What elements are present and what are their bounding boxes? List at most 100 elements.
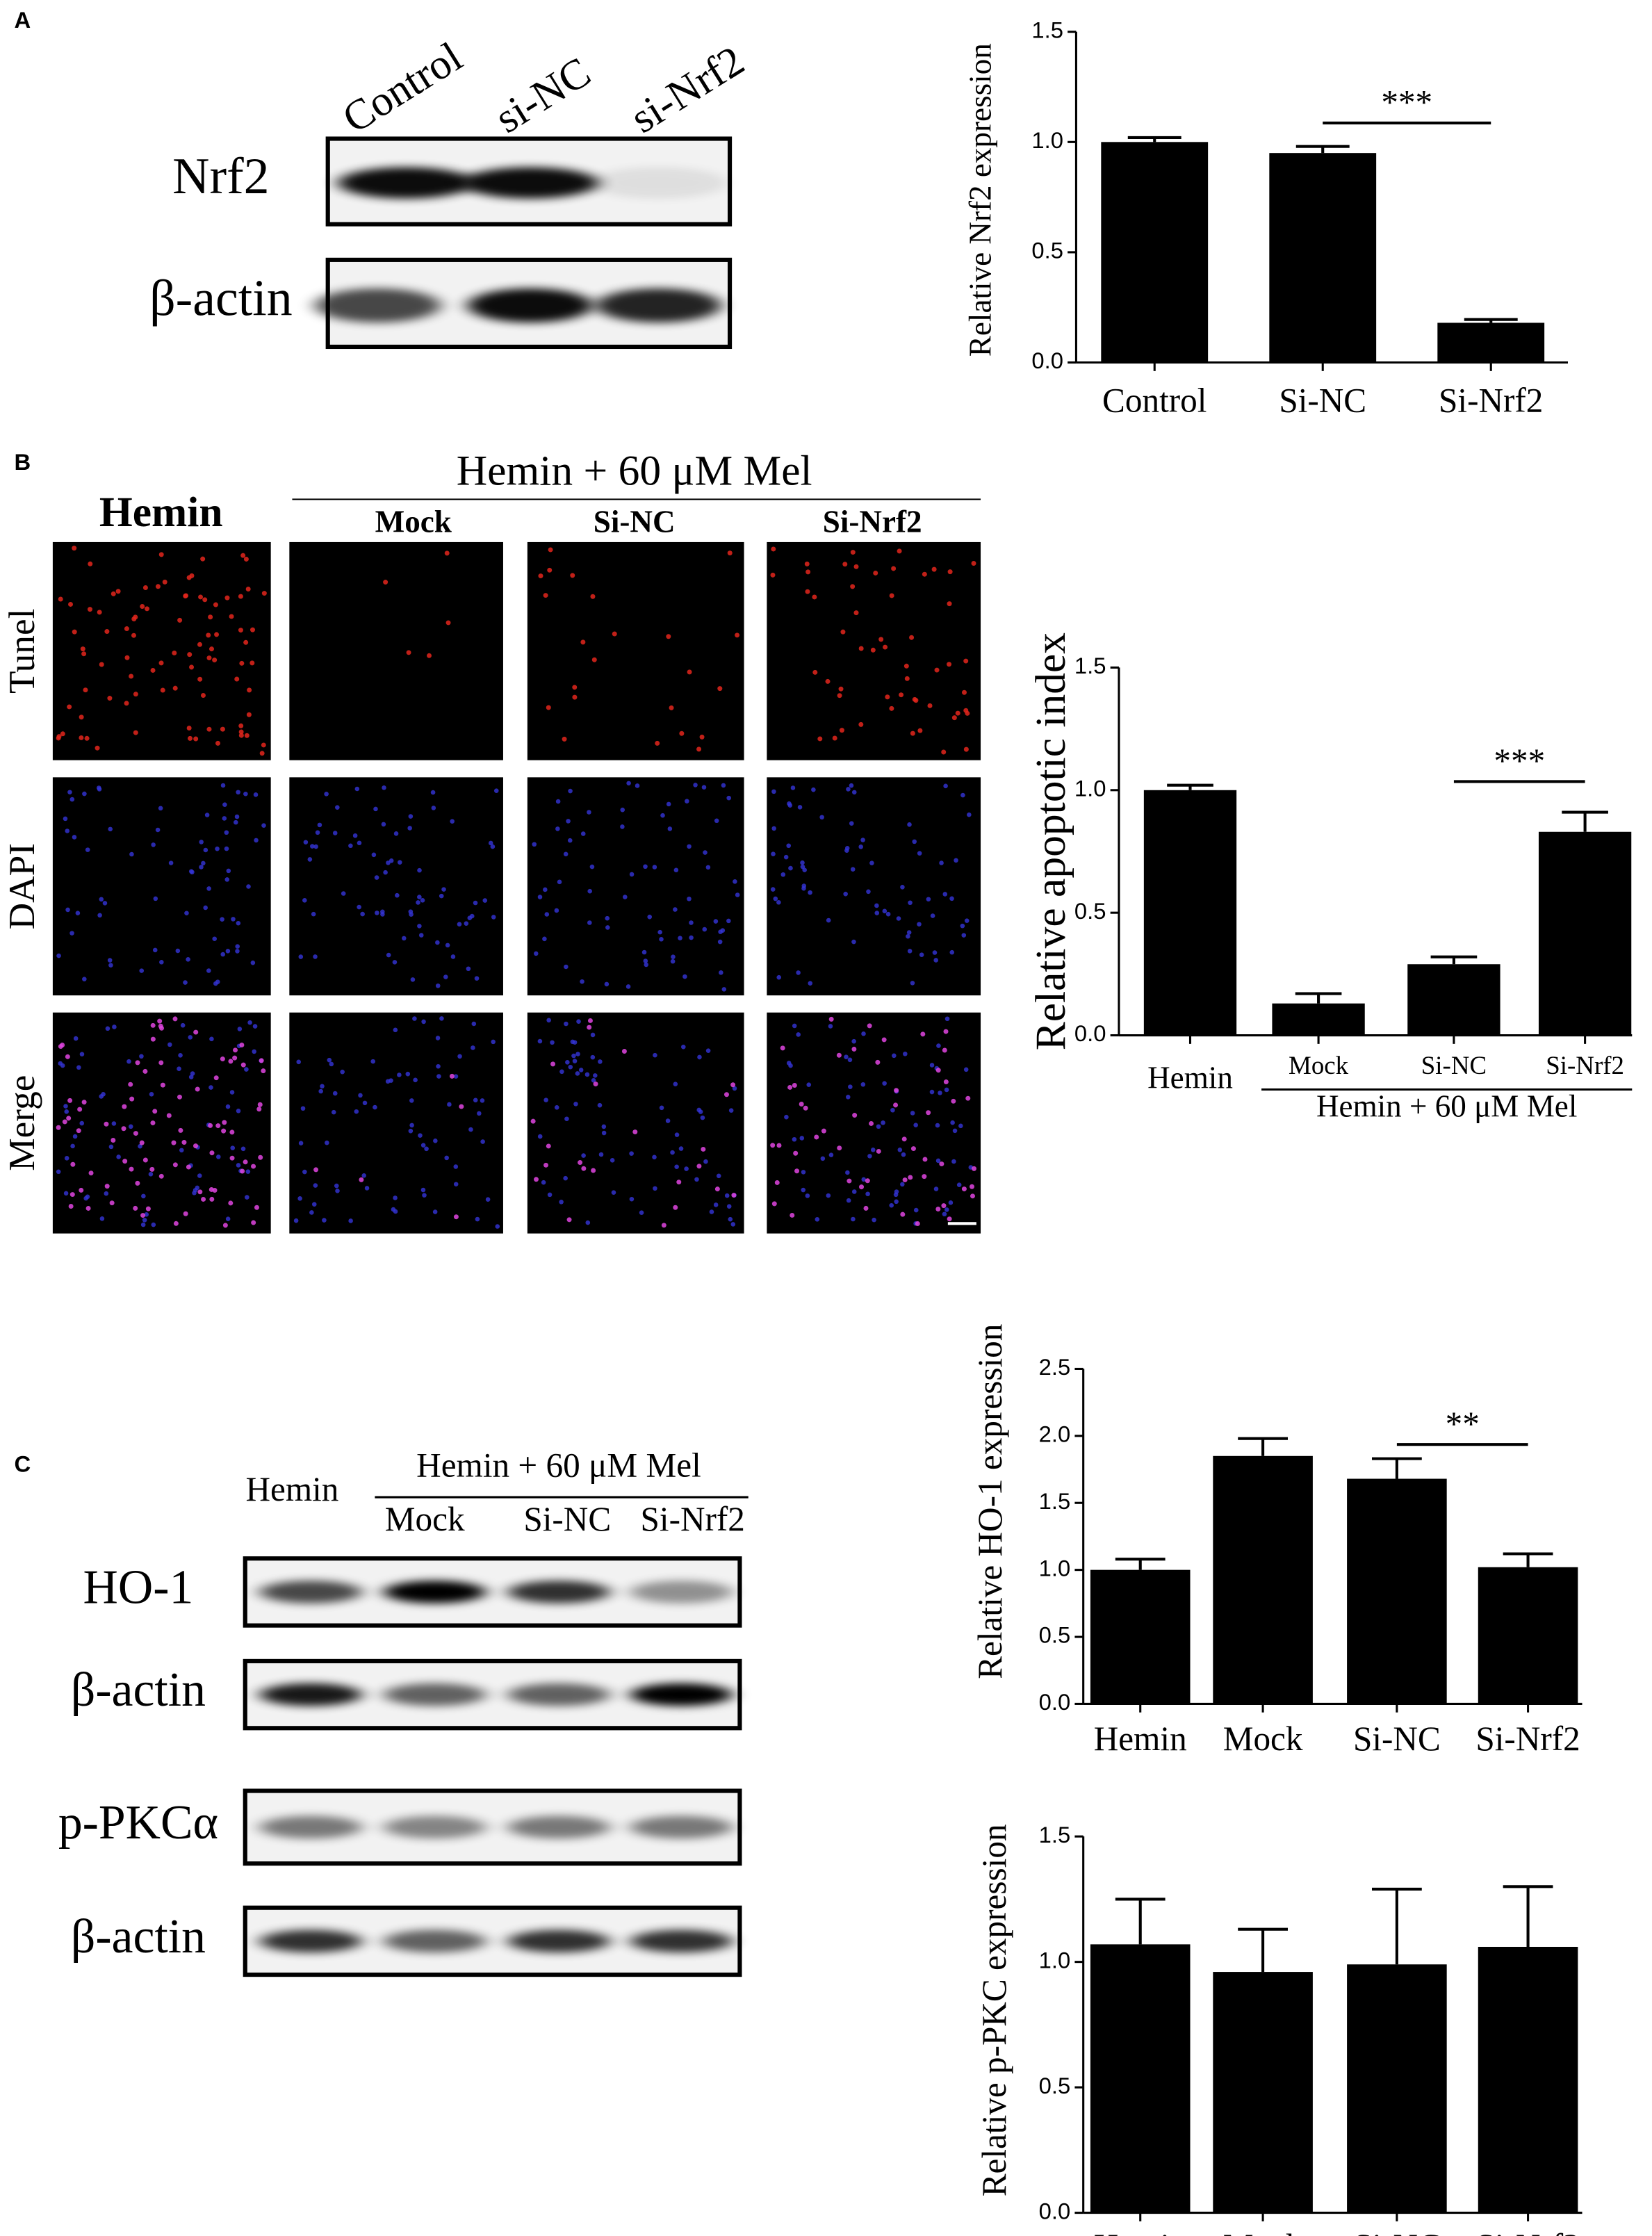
nucleus bbox=[644, 962, 649, 968]
stained-nucleus bbox=[220, 726, 225, 732]
stained-nucleus bbox=[922, 571, 927, 577]
nucleus bbox=[597, 1102, 603, 1108]
significance-label: *** bbox=[1494, 742, 1545, 780]
nucleus bbox=[188, 869, 194, 874]
nucleus bbox=[188, 1075, 194, 1079]
nucleus bbox=[960, 792, 965, 798]
stained-nucleus bbox=[814, 1134, 819, 1140]
nucleus bbox=[956, 1182, 962, 1187]
nucleus bbox=[890, 1107, 895, 1113]
stained-nucleus bbox=[963, 658, 969, 664]
nucleus bbox=[869, 860, 874, 865]
stained-nucleus bbox=[878, 637, 884, 642]
stained-nucleus bbox=[776, 1143, 782, 1148]
stained-nucleus bbox=[240, 1062, 246, 1068]
stained-nucleus bbox=[881, 1037, 887, 1043]
nucleus bbox=[488, 840, 493, 846]
stained-nucleus bbox=[951, 1098, 956, 1104]
stained-nucleus bbox=[99, 662, 104, 667]
stained-nucleus bbox=[727, 550, 733, 556]
blot-band bbox=[259, 1581, 362, 1603]
stained-nucleus bbox=[150, 1120, 156, 1126]
nucleus bbox=[393, 831, 399, 836]
nucleus bbox=[593, 1073, 598, 1078]
stained-nucleus bbox=[67, 704, 72, 710]
nucleus bbox=[861, 1177, 867, 1182]
nucleus bbox=[611, 1190, 616, 1195]
nucleus bbox=[653, 1186, 657, 1191]
stained-nucleus bbox=[129, 674, 134, 679]
nucleus bbox=[67, 790, 72, 795]
nucleus bbox=[297, 1196, 302, 1201]
stained-nucleus bbox=[837, 693, 842, 699]
nucleus bbox=[307, 857, 313, 862]
nucleus bbox=[571, 1053, 576, 1059]
stained-nucleus bbox=[229, 614, 234, 619]
nucleus bbox=[392, 960, 398, 965]
column-header: Si-Nrf2 bbox=[823, 505, 922, 539]
nucleus bbox=[790, 785, 796, 790]
nucleus bbox=[847, 1057, 853, 1063]
stained-nucleus bbox=[104, 629, 110, 635]
stained-nucleus bbox=[449, 1073, 455, 1079]
nucleus bbox=[357, 904, 361, 910]
stained-nucleus bbox=[701, 1146, 706, 1152]
stained-nucleus bbox=[961, 689, 967, 695]
stained-nucleus bbox=[140, 1213, 146, 1218]
y-axis-label: Relative Nrf2 expression bbox=[963, 43, 997, 357]
nucleus bbox=[900, 885, 905, 890]
blot-row-label: HO-1 bbox=[83, 1560, 194, 1614]
x-tick-label: Control bbox=[1102, 381, 1207, 419]
stained-nucleus bbox=[172, 685, 178, 691]
column-header: Hemin bbox=[245, 1470, 338, 1508]
nucleus bbox=[82, 791, 87, 797]
nucleus bbox=[444, 1155, 449, 1161]
bar bbox=[1143, 790, 1237, 1036]
stained-nucleus bbox=[162, 579, 167, 585]
x-tick-label: Hemin bbox=[1147, 1061, 1233, 1095]
nucleus bbox=[318, 1088, 323, 1094]
stained-nucleus bbox=[160, 687, 165, 693]
nucleus bbox=[236, 1109, 241, 1113]
nucleus bbox=[364, 1186, 370, 1191]
nucleus bbox=[913, 1207, 919, 1213]
nucleus bbox=[709, 1209, 714, 1214]
nucleus bbox=[910, 1111, 915, 1116]
nucleus bbox=[543, 1097, 548, 1102]
nucleus bbox=[660, 813, 665, 818]
stained-nucleus bbox=[922, 1174, 927, 1180]
stained-nucleus bbox=[453, 1214, 459, 1220]
nucleus bbox=[474, 976, 480, 981]
stained-nucleus bbox=[915, 1221, 920, 1227]
nucleus bbox=[771, 826, 776, 831]
nucleus bbox=[311, 911, 316, 917]
nucleus bbox=[102, 901, 108, 906]
nucleus bbox=[792, 1136, 797, 1142]
nucleus bbox=[348, 843, 353, 849]
stained-nucleus bbox=[939, 1161, 944, 1167]
nucleus bbox=[222, 816, 227, 821]
nucleus bbox=[60, 1063, 65, 1068]
nucleus bbox=[587, 920, 592, 925]
nucleus bbox=[73, 1036, 79, 1041]
nucleus bbox=[234, 814, 240, 819]
nucleus bbox=[907, 822, 912, 827]
nucleus bbox=[397, 860, 402, 865]
stained-nucleus bbox=[157, 1018, 163, 1024]
nucleus bbox=[240, 1146, 246, 1152]
nucleus bbox=[942, 892, 948, 897]
nucleus bbox=[629, 1151, 634, 1156]
nucleus bbox=[408, 909, 414, 914]
stained-nucleus bbox=[221, 1128, 227, 1134]
nucleus bbox=[105, 1026, 111, 1031]
stained-nucleus bbox=[197, 676, 203, 682]
stained-nucleus bbox=[62, 1119, 67, 1125]
y-tick-label: 1.0 bbox=[1074, 775, 1106, 801]
stained-nucleus bbox=[903, 663, 909, 669]
nucleus bbox=[652, 1154, 657, 1160]
stained-nucleus bbox=[243, 1159, 248, 1165]
micrograph bbox=[767, 777, 981, 996]
stained-nucleus bbox=[812, 594, 817, 600]
stained-nucleus bbox=[821, 1128, 826, 1134]
bar bbox=[1213, 1972, 1313, 2213]
